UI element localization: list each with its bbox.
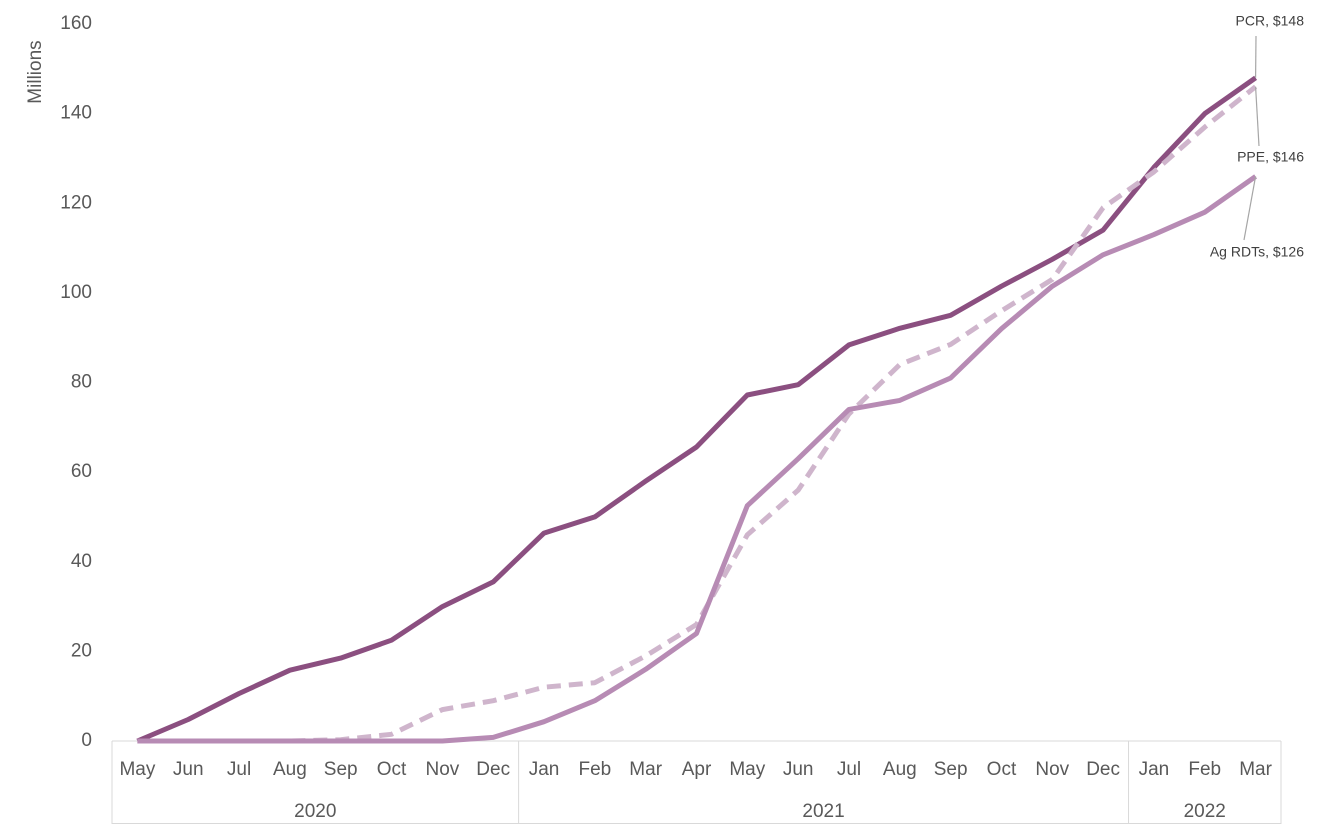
x-tick-label: Jun [173,759,204,780]
x-tick-label: Nov [425,759,459,780]
data-label: Ag RDTs, $126 [1210,244,1304,260]
x-tick-label: Dec [1086,759,1120,780]
x-tick-label: Jul [837,759,861,780]
group-label: 2022 [1184,801,1226,822]
group-label: 2020 [294,801,336,822]
x-tick-label: Sep [934,759,968,780]
x-tick-label: Apr [682,759,712,780]
y-tick-label: 80 [71,372,92,393]
group-label: 2021 [802,801,844,822]
y-tick-label: 120 [60,192,92,213]
x-tick-label: Oct [377,759,407,780]
y-tick-label: 100 [60,282,92,303]
x-tick-label: Mar [1239,759,1272,780]
data-label: PPE, $146 [1237,149,1304,165]
y-tick-label: 140 [60,103,92,124]
y-tick-label: 0 [81,730,92,751]
x-tick-label: Feb [1188,759,1221,780]
x-tick-label: May [119,759,155,780]
leader-line [1243,176,1257,241]
x-tick-label: Jun [783,759,814,780]
x-tick-label: Sep [324,759,358,780]
y-tick-label: 60 [71,461,92,482]
series-line [137,84,1258,744]
x-tick-label: May [729,759,765,780]
x-tick-label: Aug [273,759,307,780]
x-tick-label: Jan [1139,759,1170,780]
x-tick-label: Dec [476,759,510,780]
series-line [136,75,1258,744]
y-tick-label: 20 [71,640,92,661]
x-tick-label: Jan [529,759,560,780]
x-tick-label: Oct [987,759,1017,780]
leader-line [1254,86,1260,147]
y-axis-label: Millions [25,40,46,103]
x-tick-label: Mar [629,759,662,780]
data-label: PCR, $148 [1236,13,1305,29]
series-line [137,174,1258,744]
x-tick-label: Jul [227,759,251,780]
x-tick-label: Aug [883,759,917,780]
x-tick-label: Feb [578,759,611,780]
x-tick-label: Nov [1035,759,1069,780]
y-tick-label: 160 [60,13,92,34]
y-tick-label: 40 [71,551,92,572]
